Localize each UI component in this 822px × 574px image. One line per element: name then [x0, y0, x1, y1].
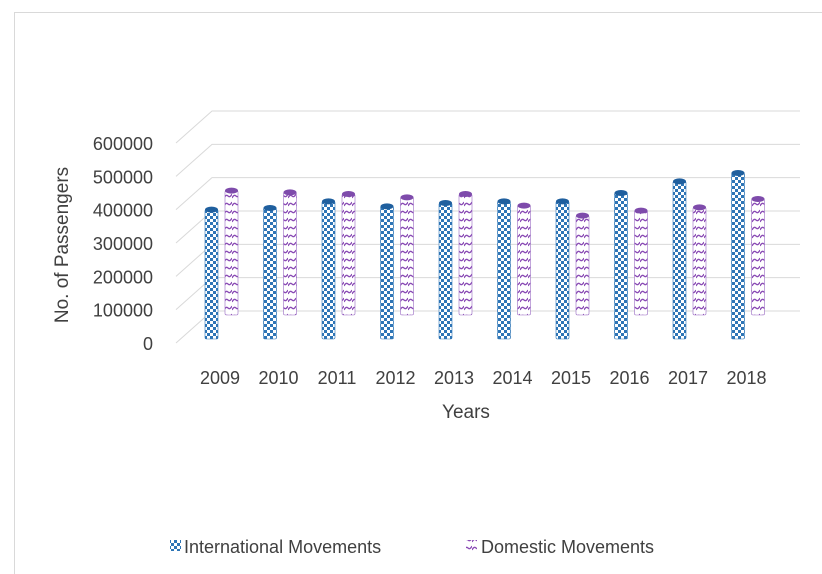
bar-international-2011	[321, 201, 336, 340]
bar-domestic-2009	[224, 190, 239, 316]
x-tick-label: 2015	[551, 368, 591, 388]
legend-label-international: International Movements	[184, 537, 381, 557]
bar-international-2016	[614, 192, 628, 340]
x-tick-label: 2017	[668, 368, 708, 388]
bar-top-international-2018	[731, 170, 745, 176]
y-tick-label: 600000	[93, 134, 153, 154]
bar-domestic-2011	[341, 193, 356, 316]
legend-item-international: International Movements	[170, 537, 381, 557]
bar-domestic-2017	[692, 207, 707, 316]
bar-international-2014	[497, 201, 511, 340]
bar-top-international-2011	[322, 198, 335, 205]
y-tick-label: 200000	[93, 267, 153, 287]
bar-international-2017	[672, 181, 687, 340]
x-axis-ticks: 2009 2010 2011 2012 2013 2014 2015 2016 2017 2018	[200, 368, 767, 388]
x-tick-label: 2014	[492, 368, 532, 388]
bar-international-2015	[555, 201, 570, 340]
bar-domestic-2010	[283, 192, 297, 316]
y-tick-label: 400000	[93, 201, 153, 221]
bar-domestic-2016	[634, 210, 648, 316]
bar-top-domestic-2013	[459, 191, 472, 197]
bar-top-international-2013	[439, 200, 452, 206]
x-tick-label: 2011	[318, 368, 357, 388]
gridline	[175, 110, 800, 144]
bar-top-international-2016	[614, 190, 628, 196]
bar-top-international-2014	[497, 198, 511, 205]
x-tick-label: 2016	[609, 368, 649, 388]
legend-item-domestic: Domestic Movements	[466, 537, 654, 557]
bar-international-2012	[380, 206, 394, 340]
bar-top-international-2017	[673, 178, 686, 185]
bar-international-2010	[263, 207, 277, 340]
bar-domestic-2014	[517, 205, 531, 316]
bar-international-2018	[731, 172, 745, 340]
x-axis-label: Years	[442, 402, 490, 423]
bar-top-domestic-2014	[517, 202, 531, 209]
bar-top-domestic-2012	[400, 194, 414, 201]
bar-top-international-2009	[205, 206, 218, 213]
bar-top-domestic-2011	[342, 191, 355, 197]
chart-frame	[14, 12, 822, 574]
legend: International Movements Domestic Movemen…	[170, 537, 654, 557]
y-tick-label: 100000	[93, 301, 153, 321]
bar-top-domestic-2009	[225, 187, 238, 194]
y-axis-label: No. of Passengers	[52, 167, 73, 323]
bar-top-international-2010	[263, 205, 277, 211]
y-tick-label: 0	[143, 334, 153, 354]
bar-international-2009	[204, 209, 219, 340]
bars	[204, 170, 765, 340]
bar-international-2013	[438, 202, 453, 340]
bar-top-domestic-2016	[634, 207, 648, 214]
x-tick-label: 2018	[726, 368, 766, 388]
bar-domestic-2018	[751, 198, 765, 316]
bar-domestic-2015	[575, 215, 590, 316]
bar-domestic-2013	[458, 193, 473, 316]
legend-label-domestic: Domestic Movements	[481, 537, 654, 557]
x-tick-label: 2010	[258, 368, 298, 388]
x-tick-label: 2012	[375, 368, 415, 388]
bar-top-domestic-2018	[751, 196, 765, 202]
x-tick-label: 2013	[434, 368, 474, 388]
gridline	[175, 143, 800, 177]
x-tick-label: 2009	[200, 368, 240, 388]
y-tick-label: 300000	[93, 234, 153, 254]
legend-swatch-international	[170, 540, 181, 551]
bar-top-domestic-2017	[693, 204, 706, 211]
y-tick-label: 500000	[93, 167, 153, 187]
bar-top-international-2012	[380, 203, 394, 210]
legend-swatch-domestic	[466, 540, 477, 551]
bar-domestic-2012	[400, 197, 414, 316]
bar-top-domestic-2015	[576, 212, 589, 219]
bar-top-international-2015	[556, 198, 569, 205]
y-axis-ticks: 0 100000 200000 300000 400000 500000 600000	[93, 134, 153, 354]
gridline	[175, 177, 800, 211]
bar-top-domestic-2010	[283, 189, 297, 196]
